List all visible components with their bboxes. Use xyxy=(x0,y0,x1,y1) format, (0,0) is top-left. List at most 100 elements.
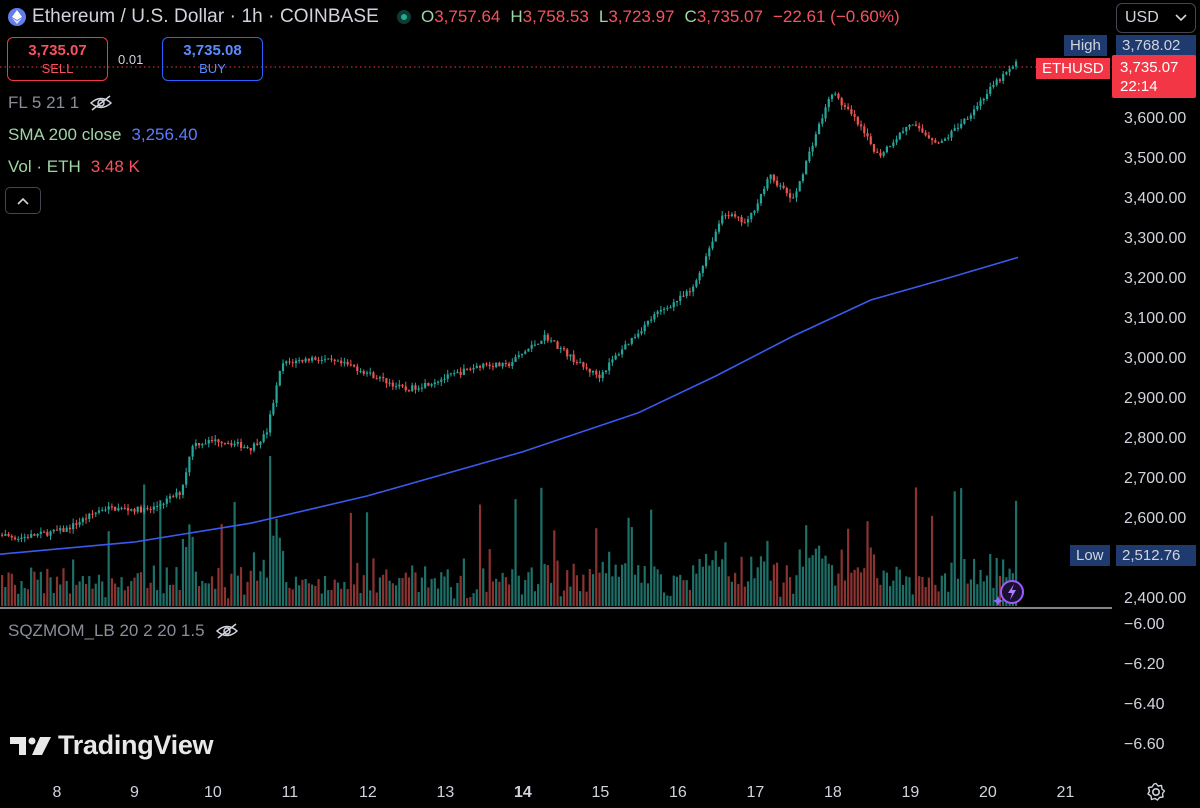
candle-body xyxy=(159,504,162,506)
volume-bar xyxy=(834,585,837,606)
candle-body xyxy=(675,300,679,303)
candle-body xyxy=(13,537,17,540)
volume-bar xyxy=(359,592,362,606)
volume-bar xyxy=(779,596,782,606)
candle-body xyxy=(1011,66,1014,69)
volume-bar xyxy=(488,549,491,606)
currency-select[interactable]: USD xyxy=(1116,3,1196,33)
volume-bar xyxy=(404,572,407,606)
time-tick-label: 17 xyxy=(746,784,765,801)
volume-bar xyxy=(843,580,847,606)
indicator-fl[interactable]: FL 5 21 1 xyxy=(8,93,113,113)
candle-body xyxy=(346,361,349,365)
volume-bar xyxy=(876,578,879,606)
candle-body xyxy=(330,358,333,360)
volume-bar xyxy=(156,590,159,606)
volume-bar xyxy=(650,509,653,606)
candle-body xyxy=(227,443,230,445)
volume-bar xyxy=(569,586,572,606)
volume-bar xyxy=(966,583,969,606)
volume-bar xyxy=(417,591,420,606)
candle-body xyxy=(704,256,708,267)
candle-body xyxy=(233,443,236,446)
candle-body xyxy=(656,311,659,315)
volume-bar xyxy=(669,595,672,606)
candle-body xyxy=(956,127,960,129)
indicator-volume[interactable]: Vol · ETH 3.48 K xyxy=(8,157,140,177)
candle-body xyxy=(440,379,443,382)
volume-bar xyxy=(317,579,320,606)
volume-bar xyxy=(62,568,65,606)
volume-bar xyxy=(42,593,46,606)
eye-off-icon[interactable] xyxy=(215,623,239,639)
candle-body xyxy=(595,370,598,375)
candle-body xyxy=(782,185,785,188)
candle-body xyxy=(62,528,65,532)
candle-body xyxy=(265,432,268,435)
volume-bar xyxy=(107,531,110,606)
candle-body xyxy=(931,138,934,141)
volume-bar xyxy=(72,559,75,606)
buy-button[interactable]: 3,735.08 BUY xyxy=(162,37,263,81)
candle-body xyxy=(262,434,265,442)
candle-body xyxy=(411,385,414,392)
candle-body xyxy=(730,214,733,217)
candle-body xyxy=(307,358,310,361)
candle-body xyxy=(472,367,475,370)
volume-bar xyxy=(604,573,608,606)
lightning-badge[interactable] xyxy=(992,578,1026,613)
volume-bar xyxy=(162,593,165,606)
candle-body xyxy=(953,128,956,131)
volume-bar xyxy=(507,584,511,606)
time-tick-label: 8 xyxy=(52,784,62,801)
volume-bar xyxy=(272,535,275,606)
sell-button[interactable]: 3,735.07 SELL xyxy=(7,37,108,81)
volume-bar xyxy=(1014,500,1018,606)
candle-body xyxy=(162,503,165,505)
indicator-sma[interactable]: SMA 200 close 3,256.40 xyxy=(8,125,198,145)
collapse-legend-button[interactable] xyxy=(5,187,41,214)
volume-bar xyxy=(449,587,453,606)
price-tick-label: 3,000.00 xyxy=(1124,350,1187,367)
volume-bar xyxy=(504,577,507,606)
symbol-title[interactable]: Ethereum / U.S. Dollar · 1h · COINBASE xyxy=(32,6,379,27)
candle-body xyxy=(530,344,533,349)
candle-body xyxy=(869,136,872,145)
symbol-header: Ethereum / U.S. Dollar · 1h · COINBASE O… xyxy=(8,5,900,29)
candle-body xyxy=(559,348,562,350)
volume-bar xyxy=(123,590,126,606)
price-tick-label: 3,100.00 xyxy=(1124,310,1187,327)
volume-bar xyxy=(456,582,459,606)
candle-body xyxy=(152,506,155,510)
eye-off-icon[interactable] xyxy=(89,95,113,111)
volume-bar xyxy=(343,581,346,606)
buy-price: 3,735.08 xyxy=(183,42,242,59)
volume-bar xyxy=(420,577,423,606)
candle-body xyxy=(249,447,252,451)
candle-body xyxy=(68,527,72,530)
candle-body xyxy=(569,354,572,357)
close-label: C xyxy=(684,7,697,26)
volume-bar xyxy=(459,575,462,606)
candle-body xyxy=(23,536,26,538)
candle-body xyxy=(156,505,159,507)
candle-body xyxy=(630,337,633,344)
price-tick-label: 3,400.00 xyxy=(1124,190,1187,207)
candle-body xyxy=(914,124,918,126)
volume-bar xyxy=(482,568,485,606)
volume-bar xyxy=(475,589,478,606)
volume-bar xyxy=(850,572,853,606)
candle-body xyxy=(1008,68,1011,73)
volume-bars xyxy=(1,456,1018,606)
volume-bar xyxy=(311,584,314,606)
volume-bar xyxy=(469,597,472,606)
volume-bar xyxy=(39,571,42,606)
volume-bar xyxy=(591,574,595,606)
candle-body xyxy=(359,371,362,373)
settings-gear-icon[interactable] xyxy=(1146,782,1166,807)
candle-body xyxy=(982,99,985,101)
volume-bar xyxy=(782,582,785,606)
indicator-sqzmom[interactable]: SQZMOM_LB 20 2 20 1.5 xyxy=(8,621,239,641)
market-status-icon[interactable] xyxy=(396,10,411,24)
